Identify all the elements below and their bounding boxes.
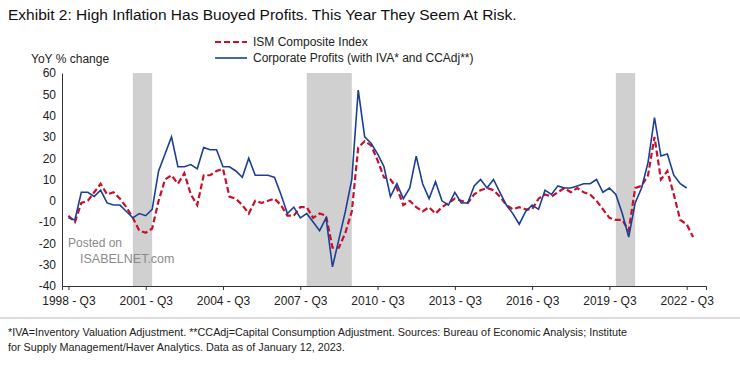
x-tick-mark bbox=[146, 286, 147, 290]
y-tick: 50 bbox=[43, 88, 62, 102]
legend-swatch bbox=[215, 57, 247, 59]
y-tick-label: 50 bbox=[43, 88, 57, 102]
y-axis: -40 -30 -20 -10 0 10 20 30 40 50 60 bbox=[39, 66, 63, 293]
shaded-period bbox=[307, 73, 352, 286]
y-tick: -10 bbox=[39, 215, 62, 229]
x-tick-label: 2013 - Q3 bbox=[429, 294, 483, 308]
x-tick: 2007 - Q3 bbox=[274, 286, 328, 308]
x-tick-mark bbox=[532, 286, 533, 290]
x-tick: 2016 - Q3 bbox=[506, 286, 560, 308]
x-tick: 2022 - Q3 bbox=[660, 286, 714, 308]
y-tick-label: 60 bbox=[43, 66, 57, 80]
y-tick-label: -20 bbox=[39, 237, 57, 251]
footnote: for Supply Management/Haver Analytics. D… bbox=[8, 341, 345, 353]
x-tick-label: 2004 - Q3 bbox=[197, 294, 251, 308]
y-axis-title: YoY % change bbox=[31, 52, 109, 66]
y-tick-label: 0 bbox=[49, 194, 56, 208]
plot-area bbox=[68, 73, 693, 286]
y-tick-label: 30 bbox=[43, 130, 57, 144]
series-line bbox=[68, 137, 693, 248]
x-tick-mark bbox=[609, 286, 610, 290]
legend-label: Corporate Profits (with IVA* and CCAdj**… bbox=[253, 51, 474, 65]
footnote-rule bbox=[0, 318, 740, 319]
x-tick: 2019 - Q3 bbox=[583, 286, 637, 308]
y-tick: 20 bbox=[43, 152, 62, 166]
watermark-text: ISABELNET.com bbox=[80, 252, 174, 266]
x-tick-label: 2001 - Q3 bbox=[120, 294, 174, 308]
chart-title: Exhibit 2: High Inflation Has Buoyed Pro… bbox=[8, 6, 517, 23]
x-axis-line bbox=[63, 287, 707, 291]
y-axis-line bbox=[62, 74, 63, 287]
x-tick-mark bbox=[378, 286, 379, 290]
series-line bbox=[68, 90, 686, 267]
x-tick-mark bbox=[300, 286, 301, 290]
footnote: *IVA=Inventory Valuation Adjustment. **C… bbox=[8, 326, 627, 338]
x-tick-mark bbox=[687, 286, 688, 290]
x-axis: 1998 - Q3 2001 - Q3 2004 - Q3 2007 - Q3 2010… bbox=[42, 286, 714, 308]
y-tick-label: -10 bbox=[39, 215, 57, 229]
y-tick: 60 bbox=[43, 66, 62, 80]
y-tick: 10 bbox=[43, 173, 62, 187]
shaded-period bbox=[616, 73, 635, 286]
x-tick: 2010 - Q3 bbox=[351, 286, 405, 308]
x-tick-mark bbox=[68, 286, 69, 290]
watermark-text: Posted on bbox=[68, 236, 122, 250]
x-tick-label: 2019 - Q3 bbox=[583, 294, 637, 308]
x-tick-label: 2007 - Q3 bbox=[274, 294, 328, 308]
x-tick-label: 2016 - Q3 bbox=[506, 294, 560, 308]
x-tick: 1998 - Q3 bbox=[42, 286, 96, 308]
chart-svg: Exhibit 2: High Inflation Has Buoyed Pro… bbox=[0, 0, 740, 370]
y-tick: 0 bbox=[49, 194, 62, 208]
x-tick-label: 1998 - Q3 bbox=[42, 294, 96, 308]
y-tick: -40 bbox=[39, 279, 62, 293]
y-tick-label: 20 bbox=[43, 152, 57, 166]
x-tick-label: 2022 - Q3 bbox=[660, 294, 714, 308]
legend-label: ISM Composite Index bbox=[253, 35, 368, 49]
legend: ISM Composite Index Corporate Profits (wi… bbox=[215, 35, 474, 65]
y-tick-label: 10 bbox=[43, 173, 57, 187]
y-tick: -20 bbox=[39, 237, 62, 251]
x-tick: 2004 - Q3 bbox=[197, 286, 251, 308]
chart-root: Exhibit 2: High Inflation Has Buoyed Pro… bbox=[0, 0, 740, 370]
y-tick-label: 40 bbox=[43, 109, 57, 123]
x-tick: 2001 - Q3 bbox=[120, 286, 174, 308]
legend-swatch bbox=[215, 41, 247, 43]
x-tick-label: 2010 - Q3 bbox=[351, 294, 405, 308]
y-tick-label: -30 bbox=[39, 258, 57, 272]
y-tick: 30 bbox=[43, 130, 62, 144]
x-tick-mark bbox=[455, 286, 456, 290]
y-tick: -30 bbox=[39, 258, 62, 272]
y-tick: 40 bbox=[43, 109, 62, 123]
y-tick-label: -40 bbox=[39, 279, 57, 293]
x-tick: 2013 - Q3 bbox=[429, 286, 483, 308]
x-tick-mark bbox=[223, 286, 224, 290]
